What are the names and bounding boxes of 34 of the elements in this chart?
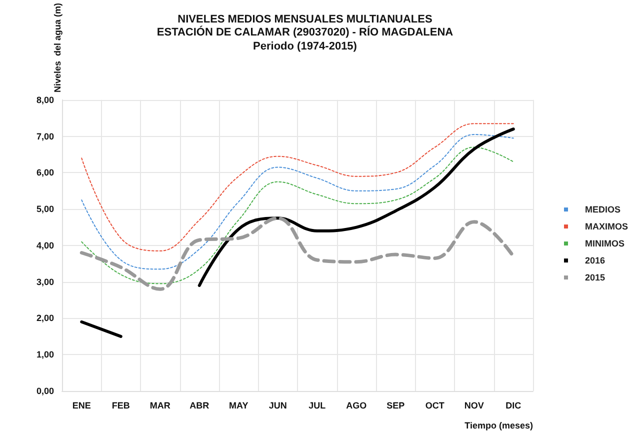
- x-tick-label: OCT: [425, 400, 445, 410]
- x-tick-label: SEP: [386, 400, 405, 410]
- legend-label: MINIMOS: [585, 238, 624, 248]
- y-tick-label: 0,00: [36, 386, 54, 396]
- line-series: [81, 134, 514, 270]
- chart-subtitle: Periodo (1974-2015): [253, 40, 358, 52]
- x-tick-label: NOV: [464, 400, 484, 410]
- y-axis-title: Niveles del agua (m): [52, 3, 62, 93]
- y-tick-label: 6,00: [36, 168, 54, 178]
- x-tick-label: FEB: [112, 400, 130, 410]
- y-tick-label: 3,00: [36, 276, 54, 287]
- y-tick-label: 4,00: [36, 240, 54, 250]
- x-tick-label: DIC: [506, 400, 522, 410]
- y-tick-label: 7,00: [36, 131, 54, 142]
- legend-label: MEDIOS: [585, 204, 621, 214]
- x-tick-label: JUL: [308, 400, 326, 410]
- x-tick-label: MAR: [150, 400, 171, 410]
- y-tick-label: 5,00: [36, 204, 54, 214]
- chart-title: NIVELES MEDIOS MENSUALES MULTIANUALES ESTACIÓN DE CALAMAR (29037020) - RÍO MAGDALENA: [156, 14, 454, 38]
- legend-label: 2016: [585, 256, 606, 266]
- y-tick-label: 2,00: [36, 313, 54, 324]
- x-tick-label: MAY: [229, 400, 248, 410]
- y-tick-label: 1,00: [36, 350, 54, 360]
- x-tick-label: AGO: [346, 400, 367, 410]
- legend-label: 2015: [585, 272, 606, 282]
- legend-label: MAXIMOS: [585, 222, 628, 232]
- x-tick-label: ABR: [190, 400, 210, 410]
- line-series: [81, 146, 514, 284]
- x-tick-label: ENE: [72, 400, 91, 410]
- x-axis-title: Tiempo (meses): [464, 420, 533, 430]
- x-tick-label: JUN: [268, 400, 287, 410]
- line-series: [81, 123, 514, 252]
- y-tick-label: 8,00: [36, 94, 54, 105]
- line-series: [80, 216, 516, 291]
